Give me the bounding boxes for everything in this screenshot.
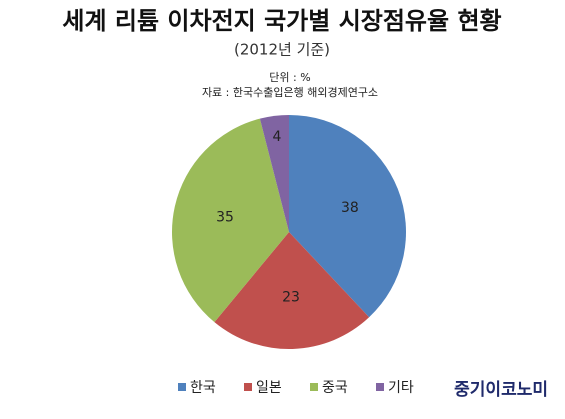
legend-label: 한국	[190, 380, 216, 396]
data-label: 23	[282, 289, 300, 305]
pie-slice	[214, 232, 370, 350]
data-label: 35	[216, 210, 234, 226]
legend-swatch	[178, 383, 186, 391]
pie-slice	[171, 118, 289, 323]
pie-slice	[259, 115, 289, 232]
chart-subtitle: (2012년 기준)	[234, 41, 330, 59]
legend-swatch	[244, 383, 252, 391]
source-note: 자료 : 한국수출입은행 해외경제연구소	[202, 85, 378, 99]
legend-label: 일본	[256, 380, 282, 396]
legend-label: 중국	[322, 380, 348, 396]
legend-label: 기타	[388, 380, 414, 396]
unit-note: 단위 : %	[269, 71, 310, 84]
legend-swatch	[310, 383, 318, 391]
chart-title: 세계 리튬 이차전지 국가별 시장점유율 현황	[62, 7, 501, 35]
data-label: 38	[341, 200, 359, 216]
pie-slice	[289, 115, 407, 318]
legend-swatch	[376, 383, 384, 391]
data-label: 4	[273, 129, 282, 145]
logo: 중기이코노미	[454, 380, 548, 400]
